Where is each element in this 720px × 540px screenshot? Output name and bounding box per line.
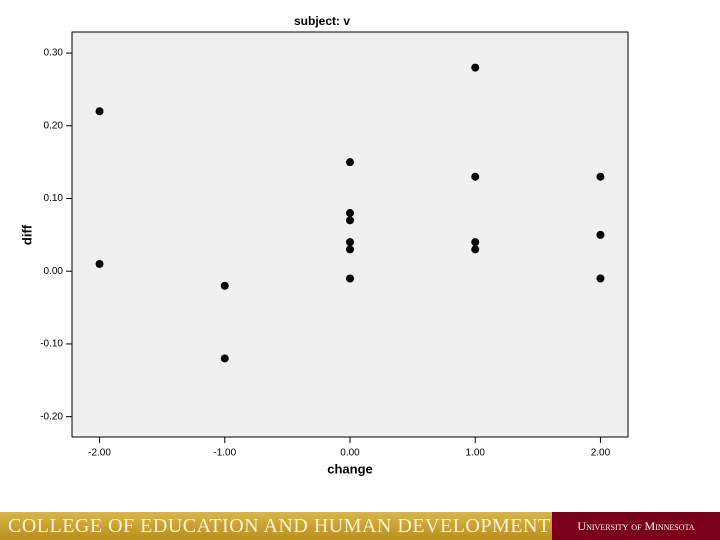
point <box>596 274 605 283</box>
point <box>346 245 354 254</box>
chart: subject: v change diff -0.20 -0.10 0.00 0.1… <box>19 14 629 476</box>
footer-university: University of Minnesota <box>552 512 720 540</box>
y-axis-label: diff <box>19 224 34 245</box>
point <box>346 238 354 247</box>
point <box>471 238 480 247</box>
y-tick-label: 0.00 <box>44 266 64 277</box>
point <box>95 107 104 116</box>
plot-area <box>71 31 629 438</box>
point <box>220 281 229 290</box>
x-axis-label: change <box>327 461 373 476</box>
x-tick-label: 0.00 <box>340 448 360 459</box>
chart-title: subject: v <box>294 14 350 28</box>
y-tick-label: 0.20 <box>44 120 64 131</box>
point <box>471 63 480 72</box>
point <box>346 216 354 225</box>
point <box>596 172 605 181</box>
footer-college: COLLEGE OF EDUCATION AND HUMAN DEVELOPME… <box>8 515 551 537</box>
x-tick-label: 2.00 <box>591 448 611 459</box>
point <box>596 230 605 239</box>
point <box>471 172 480 181</box>
point <box>346 158 354 167</box>
point <box>95 259 104 268</box>
point <box>471 245 480 254</box>
x-tick-label: -1.00 <box>213 448 236 459</box>
x-tick-label: 1.00 <box>465 448 485 459</box>
y-tick-label: -0.20 <box>40 411 63 422</box>
y-tick-label: -0.10 <box>40 339 63 350</box>
y-tick-label: 0.10 <box>44 193 64 204</box>
point <box>220 354 229 363</box>
x-tick-label: -2.00 <box>88 448 111 459</box>
point <box>346 209 354 218</box>
point <box>346 274 354 283</box>
y-tick-label: 0.30 <box>44 48 64 59</box>
footer-banner: COLLEGE OF EDUCATION AND HUMAN DEVELOPME… <box>0 512 720 540</box>
